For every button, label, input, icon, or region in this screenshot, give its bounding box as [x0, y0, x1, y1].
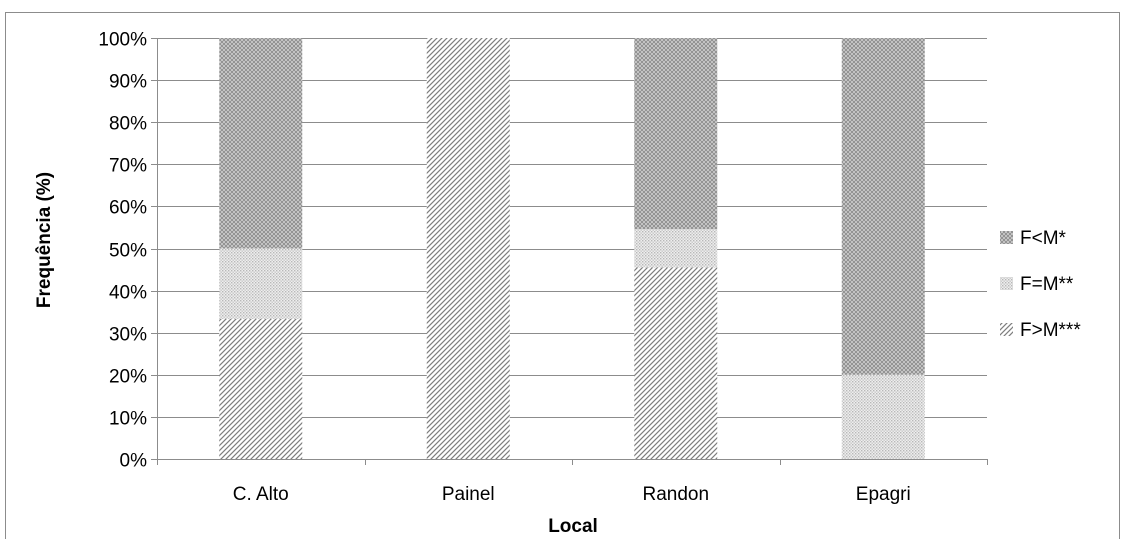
- y-tick-label: 90%: [109, 72, 147, 93]
- y-tick-label: 100%: [98, 30, 147, 51]
- bar-segment: [219, 318, 303, 459]
- y-tick-label: 10%: [109, 409, 147, 430]
- y-axis-title: Frequência (%): [34, 172, 55, 308]
- y-tick-labels: 0% 10% 20% 30% 40% 50% 60% 70% 80% 90% 100%: [98, 30, 147, 472]
- legend: F<M* F=M** F>M***: [1000, 228, 1081, 341]
- x-tick-label: Painel: [442, 484, 495, 505]
- bar-segment: [426, 38, 510, 459]
- y-tick-label: 80%: [109, 114, 147, 135]
- legend-label: F>M***: [1020, 320, 1081, 341]
- legend-swatch: [1000, 231, 1013, 244]
- chart-frame-border: [5, 12, 1120, 544]
- bar-segment: [634, 38, 718, 230]
- y-tick-label: 70%: [109, 156, 147, 177]
- y-tick-label: 0%: [120, 451, 148, 472]
- legend-swatch: [1000, 323, 1013, 336]
- x-tick-label: Randon: [642, 484, 709, 505]
- y-tick-label: 60%: [109, 198, 147, 219]
- bar-segment: [634, 267, 718, 459]
- y-tick-label: 40%: [109, 283, 147, 304]
- bar-segment: [841, 38, 925, 375]
- bars: [219, 38, 925, 459]
- y-tick-label: 50%: [109, 241, 147, 262]
- y-tick-label: 30%: [109, 325, 147, 346]
- bar-segment: [841, 374, 925, 459]
- legend-label: F=M**: [1020, 274, 1074, 295]
- x-tick-label: C. Alto: [233, 484, 289, 505]
- bar-segment: [219, 248, 303, 319]
- x-tick-labels: C. Alto Painel Randon Epagri: [233, 484, 911, 505]
- bar-segment: [634, 229, 718, 268]
- x-tick-label: Epagri: [856, 484, 911, 505]
- legend-swatch: [1000, 277, 1013, 290]
- legend-label: F<M*: [1020, 228, 1067, 249]
- axes: [151, 38, 988, 465]
- bar-segment: [219, 38, 303, 249]
- y-tick-label: 20%: [109, 367, 147, 388]
- x-axis-title: Local: [548, 516, 598, 537]
